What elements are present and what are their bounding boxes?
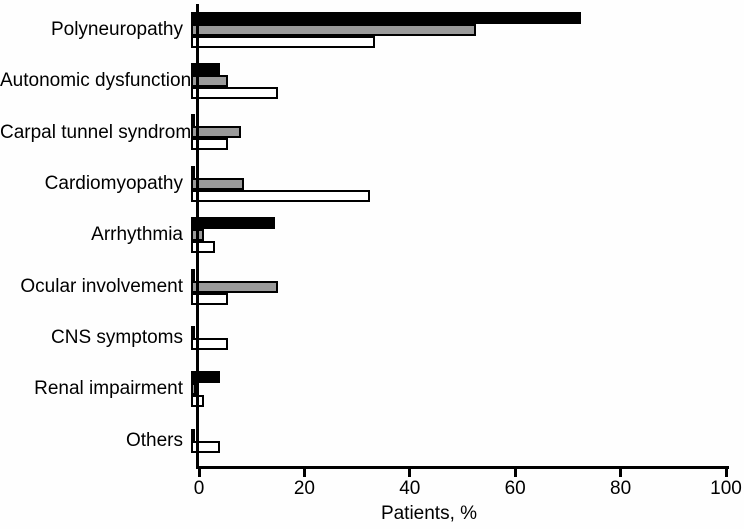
tick-label: 40 — [399, 478, 421, 499]
bar-black — [191, 11, 581, 24]
category-row: Cardiomyopathy — [0, 158, 726, 209]
x-axis-line — [196, 466, 729, 469]
x-axis-title: Patients, % — [380, 503, 478, 524]
bar-gray — [191, 126, 242, 139]
tick-mark — [197, 469, 201, 477]
bar-group — [191, 428, 718, 453]
bar-white — [191, 338, 228, 351]
bar-group — [191, 326, 718, 351]
category-row: Ocular involvement — [0, 261, 726, 312]
bar-gray — [191, 23, 476, 36]
category-label: Others — [125, 429, 183, 451]
category-label: Polyneuropathy — [50, 18, 183, 40]
category-label: Arrhythmia — [91, 224, 183, 246]
category-row: Others — [0, 415, 726, 466]
tick-label: 20 — [293, 478, 315, 499]
tick-mark — [619, 469, 623, 477]
category-label: Autonomic dysfunction — [0, 70, 192, 92]
bar-group — [191, 217, 718, 254]
tick-mark — [513, 469, 517, 477]
category-row: Autonomic dysfunction — [0, 55, 726, 106]
bar-black — [191, 268, 195, 281]
category-row: Arrhythmia — [0, 210, 726, 261]
category-label: Ocular involvement — [20, 275, 183, 297]
bar-white — [191, 292, 228, 305]
bar-gray — [191, 75, 228, 88]
bar-gray — [191, 177, 244, 190]
category-label: Renal impairment — [34, 378, 183, 400]
tick-mark — [408, 469, 412, 477]
category-label: CNS symptoms — [51, 327, 183, 349]
category-rows: Polyneuropathy Autonomic dysfunction Carpa… — [0, 4, 726, 467]
tick-mark — [302, 469, 306, 477]
y-axis-line — [196, 4, 199, 469]
tick-label: 0 — [193, 478, 205, 499]
bar-group — [191, 63, 718, 100]
category-label: Cardiomyopathy — [44, 172, 183, 194]
bar-gray — [191, 280, 278, 293]
bar-group — [191, 114, 718, 151]
category-row: Carpal tunnel syndrome — [0, 107, 726, 158]
category-row: Renal impairment — [0, 364, 726, 415]
bar-white — [191, 87, 278, 100]
tick-label: 80 — [610, 478, 632, 499]
bar-black — [191, 114, 195, 127]
bar-group — [191, 371, 718, 408]
bar-black — [191, 165, 195, 178]
category-row: CNS symptoms — [0, 312, 726, 363]
tick-label: 100 — [710, 478, 742, 499]
bar-white — [191, 138, 228, 151]
category-row: Polyneuropathy — [0, 4, 726, 55]
category-label: Carpal tunnel syndrome — [0, 121, 202, 143]
bar-black — [191, 428, 195, 441]
tick-label: 60 — [504, 478, 526, 499]
bar-black — [191, 217, 276, 230]
bar-group — [191, 268, 718, 305]
bar-white — [191, 241, 215, 254]
bar-black — [191, 326, 195, 339]
bar-group — [191, 11, 718, 48]
bar-white — [191, 189, 371, 202]
bar-white — [191, 35, 376, 48]
bar-gray — [191, 383, 197, 396]
tick-mark — [724, 469, 728, 477]
bar-group — [191, 165, 718, 202]
